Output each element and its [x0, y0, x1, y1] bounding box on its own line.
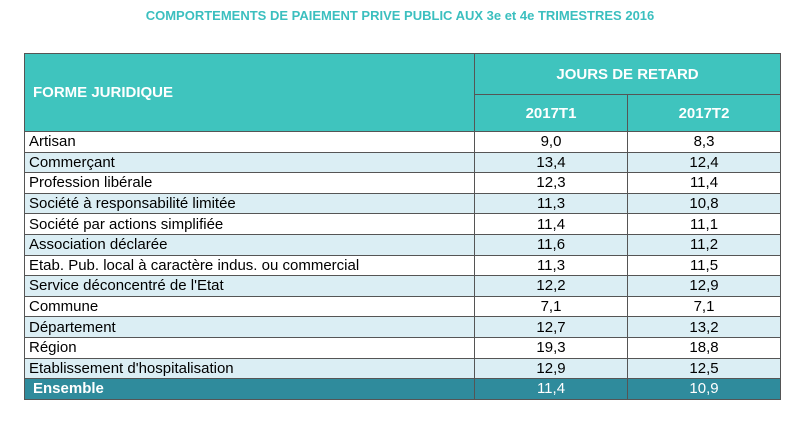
row-label: Artisan	[24, 131, 475, 153]
table-row: Service déconcentré de l'Etat 12,2 12,9	[24, 275, 781, 297]
cell-value: 10,8	[627, 192, 781, 215]
table-row: Commerçant 13,4 12,4	[24, 151, 781, 174]
table-row: Profession libérale 12,3 11,4	[24, 172, 781, 194]
row-label: Service déconcentré de l'Etat	[24, 275, 475, 297]
cell-value: 10,9	[627, 378, 781, 400]
cell-value: 12,3	[474, 172, 628, 194]
cell-value: 9,0	[474, 131, 628, 153]
row-label: Ensemble	[24, 378, 475, 400]
cell-value: 8,3	[627, 131, 781, 153]
table-row: Société par actions simplifiée 11,4 11,1	[24, 213, 781, 235]
row-label: Profession libérale	[24, 172, 475, 194]
row-label: Région	[24, 336, 475, 359]
table-row: Artisan 9,0 8,3	[24, 131, 781, 153]
cell-value: 13,2	[627, 316, 781, 338]
cell-value: 12,5	[627, 357, 781, 380]
table-body: Artisan 9,0 8,3 Commerçant 13,4 12,4 Professio…	[24, 131, 781, 400]
cell-value: 19,3	[474, 336, 628, 359]
table-row: Département 12,7 13,2	[24, 316, 781, 338]
table-row: Etablissement d'hospitalisation 12,9 12,5	[24, 357, 781, 380]
table-row: Région 19,3 18,8	[24, 336, 781, 359]
cell-value: 12,4	[627, 151, 781, 174]
cell-value: 11,3	[474, 192, 628, 215]
cell-value: 11,4	[627, 172, 781, 194]
column-header: 2017T1	[474, 94, 628, 132]
cell-value: 7,1	[474, 295, 628, 318]
cell-value: 18,8	[627, 336, 781, 359]
cell-value: 12,9	[627, 275, 781, 297]
row-label: Etab. Pub. local à caractère indus. ou c…	[24, 254, 475, 277]
table-row: Ensemble 11,4 10,9	[24, 378, 781, 400]
cell-value: 11,6	[474, 233, 628, 256]
cell-value: 12,2	[474, 275, 628, 297]
table: FORME JURIDIQUE JOURS DE RETARD 2017T1 2…	[24, 53, 781, 400]
row-label: Société à responsabilité limitée	[24, 192, 475, 215]
row-label: Commerçant	[24, 151, 475, 174]
table-row: Commune 7,1 7,1	[24, 295, 781, 318]
cell-value: 12,9	[474, 357, 628, 380]
cell-value: 13,4	[474, 151, 628, 174]
row-label: Etablissement d'hospitalisation	[24, 357, 475, 380]
cell-value: 11,4	[474, 213, 628, 235]
title: COMPORTEMENTS DE PAIEMENT PRIVE PUBLIC A…	[145, 8, 655, 23]
table-row: Association déclarée 11,6 11,2	[24, 233, 781, 256]
column-header: 2017T2	[627, 94, 781, 132]
cell-value: 11,2	[627, 233, 781, 256]
row-label: Société par actions simplifiée	[24, 213, 475, 235]
row-header: FORME JURIDIQUE	[24, 53, 475, 132]
table-row: Société à responsabilité limitée 11,3 10,8	[24, 192, 781, 215]
cell-value: 12,7	[474, 316, 628, 338]
row-label: Département	[24, 316, 475, 338]
table-row: Etab. Pub. local à caractère indus. ou c…	[24, 254, 781, 277]
group-header: JOURS DE RETARD	[474, 53, 781, 95]
cell-value: 7,1	[627, 295, 781, 318]
cell-value: 11,1	[627, 213, 781, 235]
row-label: Association déclarée	[24, 233, 475, 256]
cell-value: 11,4	[474, 378, 628, 400]
cell-value: 11,5	[627, 254, 781, 277]
cell-value: 11,3	[474, 254, 628, 277]
row-label: Commune	[24, 295, 475, 318]
